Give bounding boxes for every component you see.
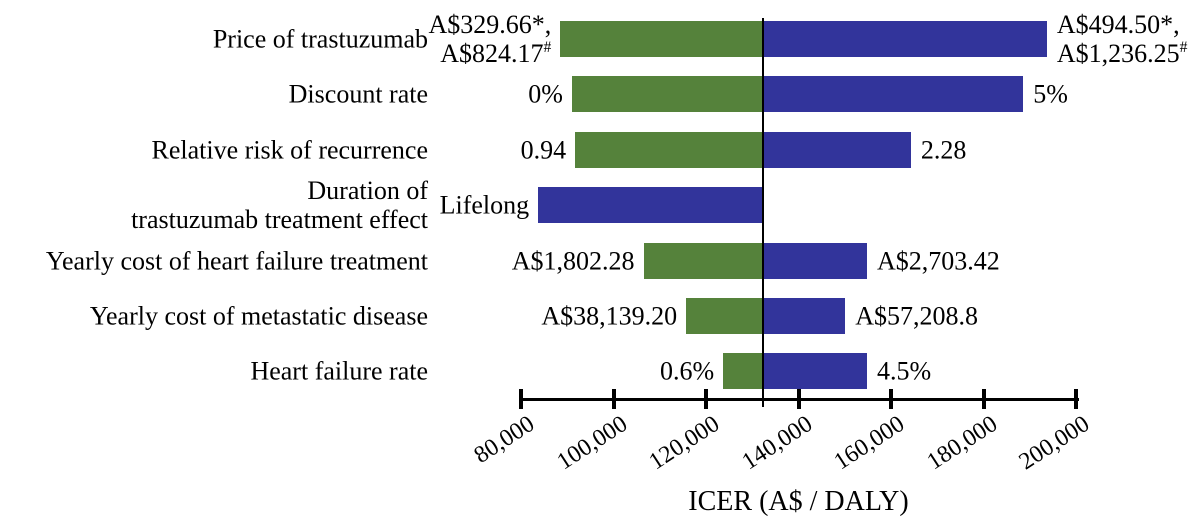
value-label-right-heart-failure-rate: 4.5% <box>877 357 931 386</box>
bar-left-relative-risk-of-recurrence <box>575 131 763 168</box>
bar-right-yearly-cost-of-heart-failure-treatment <box>762 242 867 279</box>
category-label-yearly-cost-of-heart-failure-treatment: Yearly cost of heart failure treatment <box>46 246 428 275</box>
label-line: Yearly cost of metastatic disease <box>89 301 428 331</box>
bar-left-yearly-cost-of-metastatic-disease <box>686 298 763 334</box>
label-line: A$2,703.42 <box>876 246 1000 276</box>
label-line: 0.94 <box>520 135 567 165</box>
label-line: A$38,139.20 <box>541 301 678 331</box>
x-axis-tick-label: 200,000 <box>1014 411 1095 476</box>
category-label-duration-of-trastuzumab-treatment-effect: Duration of trastuzumab treatment effect <box>131 176 428 234</box>
label-line: A$824.17# <box>440 39 552 68</box>
x-axis-tick <box>796 389 801 409</box>
bar-right-relative-risk-of-recurrence <box>762 131 911 168</box>
label-line: A$1,236.25# <box>1056 39 1188 68</box>
value-label-left-yearly-cost-of-metastatic-disease: A$38,139.20 <box>541 301 677 330</box>
bar-left-price-of-trastuzumab <box>560 21 763 57</box>
category-label-heart-failure-rate: Heart failure rate <box>250 357 428 386</box>
x-axis-tick-label: 160,000 <box>829 411 910 476</box>
label-line: trastuzumab treatment effect <box>131 205 428 235</box>
hash-superscript: # <box>1179 39 1188 57</box>
value-label-right-discount-rate: 5% <box>1033 80 1068 109</box>
category-label-relative-risk-of-recurrence: Relative risk of recurrence <box>152 135 428 164</box>
value-label-left-discount-rate: 0% <box>528 80 563 109</box>
x-axis-tick-label: 180,000 <box>922 411 1002 476</box>
x-axis-tick-label: 120,000 <box>644 411 725 476</box>
label-line: A$329.66*, <box>428 9 552 39</box>
label-line: 0.6% <box>659 356 715 386</box>
bar-right-heart-failure-rate <box>762 353 867 390</box>
baseline-line <box>761 18 764 407</box>
label-line: A$1,802.28 <box>511 246 635 276</box>
label-line: A$494.50*, <box>1056 9 1180 39</box>
bar-left-yearly-cost-of-heart-failure-treatment <box>643 242 763 279</box>
category-label-price-of-trastuzumab: Price of trastuzumab <box>213 24 428 53</box>
value-label-right-yearly-cost-of-metastatic-disease: A$57,208.8 <box>855 301 978 330</box>
x-axis-title: ICER (A$ / DALY) <box>688 486 909 517</box>
category-label-discount-rate: Discount rate <box>289 80 428 109</box>
bar-right-price-of-trastuzumab <box>762 21 1047 57</box>
value-label-left-duration-of-trastuzumab-treatment-effect: Lifelong <box>440 191 530 220</box>
value-label-right-price-of-trastuzumab: A$494.50*, A$1,236.25# <box>1057 10 1188 68</box>
bar-right-yearly-cost-of-metastatic-disease <box>762 298 846 334</box>
value-label-left-relative-risk-of-recurrence: 0.94 <box>521 135 567 164</box>
label-line: 4.5% <box>876 356 932 386</box>
label-line: Lifelong <box>439 190 530 220</box>
bar-right-discount-rate <box>762 76 1024 113</box>
value-label-left-yearly-cost-of-heart-failure-treatment: A$1,802.28 <box>512 246 635 275</box>
label-line: Price of trastuzumab <box>212 24 428 54</box>
bar-left-heart-failure-rate <box>723 353 763 390</box>
bar-left-duration-of-trastuzumab-treatment-effect <box>538 187 763 224</box>
value-label-left-heart-failure-rate: 0.6% <box>660 357 714 386</box>
label-line: 5% <box>1033 79 1068 109</box>
label-line: Duration of <box>307 176 428 206</box>
label-line: Discount rate <box>288 79 428 109</box>
value-label-right-yearly-cost-of-heart-failure-treatment: A$2,703.42 <box>877 246 1000 275</box>
x-axis-tick <box>519 389 523 409</box>
label-line: 2.28 <box>920 135 967 165</box>
x-axis-tick-label: 100,000 <box>552 411 632 476</box>
x-axis-tick <box>611 389 616 409</box>
bar-left-discount-rate <box>571 76 763 113</box>
label-line: Relative risk of recurrence <box>151 135 428 165</box>
label-line: 0% <box>528 79 563 109</box>
hash-superscript: # <box>543 39 552 57</box>
label-line: A$57,208.8 <box>855 301 978 331</box>
value-label-left-price-of-trastuzumab: A$329.66*, A$824.17# <box>429 10 552 68</box>
x-axis-tick <box>1074 389 1078 409</box>
value-label-right-relative-risk-of-recurrence: 2.28 <box>921 135 967 164</box>
label-line: Heart failure rate <box>250 356 428 386</box>
x-axis-tick <box>981 389 986 409</box>
x-axis-tick <box>889 389 893 409</box>
label-line: Yearly cost of heart failure treatment <box>45 246 428 276</box>
x-axis-tick <box>704 389 708 409</box>
category-label-yearly-cost-of-metastatic-disease: Yearly cost of metastatic disease <box>90 301 428 330</box>
x-axis-tick-label: 140,000 <box>737 411 817 476</box>
x-axis-tick-label: 80,000 <box>469 411 540 469</box>
